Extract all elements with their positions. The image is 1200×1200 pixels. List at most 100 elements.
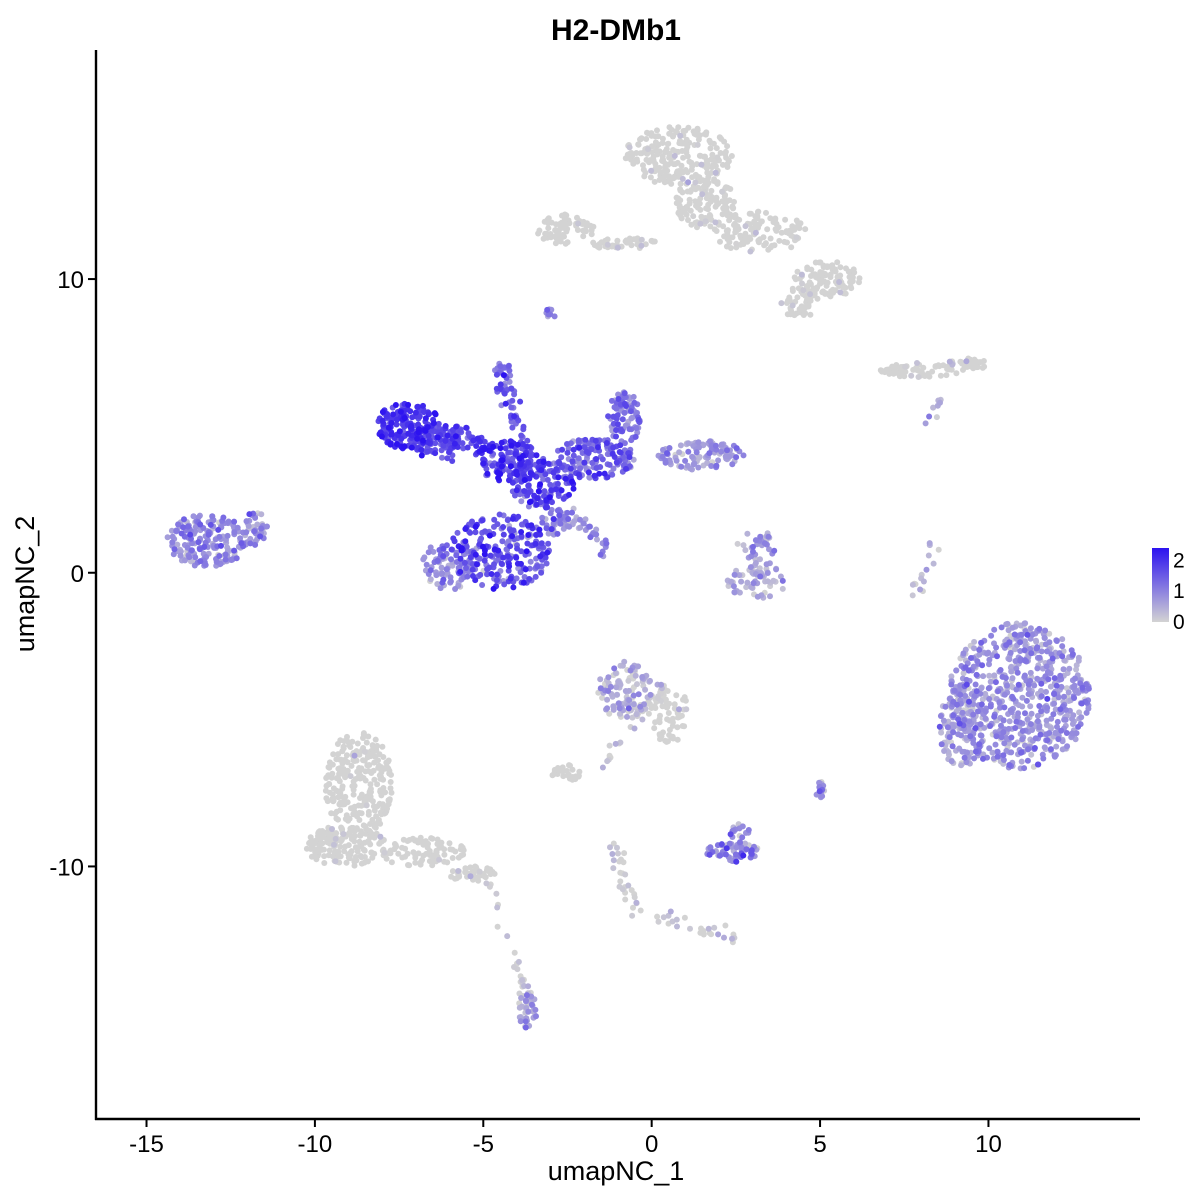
cell-point [481, 438, 488, 445]
cell-point [1003, 747, 1010, 754]
cell-point [487, 552, 494, 559]
cell-point [178, 530, 185, 537]
cell-point [1013, 718, 1020, 725]
cell-point [732, 851, 739, 858]
cell-point [499, 457, 506, 464]
cell-point [535, 488, 542, 495]
cell-point [427, 544, 434, 551]
cell-point [448, 546, 455, 553]
cell-point [494, 923, 501, 930]
cell-point [979, 662, 986, 669]
cell-point [709, 151, 716, 158]
cell-point [412, 859, 419, 866]
cell-point [705, 925, 712, 932]
cell-point [326, 759, 333, 766]
cell-point [365, 808, 372, 815]
cell-point [224, 532, 231, 539]
cell-point [231, 529, 238, 536]
cell-point [416, 413, 423, 420]
cell-point [733, 240, 740, 247]
cell-point [593, 456, 600, 462]
cell-point [418, 452, 425, 459]
cell-point [610, 413, 617, 420]
cell-point [647, 677, 653, 684]
cell-point [779, 577, 786, 584]
cell-point [802, 226, 809, 233]
cell-point [978, 685, 985, 692]
cell-point [1054, 723, 1060, 730]
cell-point [357, 832, 364, 839]
cell-point [541, 488, 548, 495]
cell-point [576, 471, 582, 478]
cell-point [800, 287, 807, 294]
cell-point [501, 390, 508, 397]
cell-point [657, 712, 663, 719]
cell-point [623, 465, 629, 472]
cell-point [599, 694, 606, 701]
cell-point [692, 219, 699, 226]
cell-point [1059, 643, 1066, 650]
cell-point [546, 494, 553, 501]
cell-point [659, 157, 666, 164]
cell-point [712, 219, 719, 226]
cell-point [356, 817, 363, 823]
cell-point [764, 570, 771, 576]
cell-point [682, 457, 689, 464]
cell-point [959, 709, 966, 716]
cell-point [687, 925, 693, 932]
cell-point [1009, 624, 1016, 631]
cell-point [559, 446, 566, 453]
cell-point [449, 855, 456, 861]
cell-point [843, 265, 849, 272]
cell-point [1028, 751, 1035, 758]
cell-point [673, 692, 680, 699]
cell-point [526, 576, 533, 582]
cell-point [543, 560, 550, 567]
cell-point [601, 470, 608, 477]
cell-point [586, 523, 593, 530]
cell-point [982, 690, 989, 697]
cell-point [1055, 694, 1062, 701]
cell-point [360, 731, 367, 738]
cell-point [484, 571, 490, 578]
cell-point [481, 551, 488, 558]
cell-point [1025, 685, 1032, 692]
cell-point [733, 445, 740, 452]
cell-point [619, 416, 626, 423]
cell-point [1048, 715, 1055, 722]
cell-point [1017, 657, 1024, 664]
cell-point [991, 672, 998, 679]
cell-point [598, 239, 605, 246]
cell-point [748, 850, 755, 857]
cell-point [676, 171, 683, 178]
cell-point [506, 563, 513, 570]
cell-point [551, 766, 558, 773]
y-tick-label: -10 [49, 854, 84, 881]
cell-point [834, 259, 841, 266]
cell-point [576, 444, 583, 451]
cell-point [942, 703, 949, 710]
cell-point [733, 844, 740, 851]
cell-point [730, 583, 737, 590]
cell-point [1018, 631, 1025, 638]
cell-point [615, 850, 621, 857]
cell-point [544, 230, 551, 237]
cell-point [630, 692, 637, 699]
cell-point [632, 672, 639, 679]
cell-point [697, 152, 704, 159]
cell-point [463, 424, 470, 431]
cell-point [696, 200, 703, 207]
cell-point [1014, 669, 1021, 676]
cell-point [1052, 706, 1059, 713]
cell-point [930, 560, 937, 567]
cell-point [723, 198, 730, 205]
cell-point [434, 434, 441, 441]
cell-point [778, 300, 785, 307]
cell-point [173, 527, 180, 534]
cell-point [610, 865, 617, 872]
cell-point [988, 632, 995, 639]
cell-point [1048, 725, 1054, 732]
cell-point [459, 440, 466, 447]
cell-point [1075, 723, 1082, 730]
cell-point [986, 672, 993, 679]
